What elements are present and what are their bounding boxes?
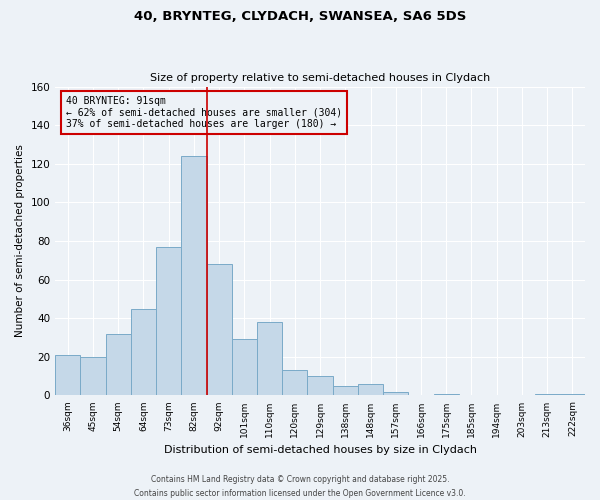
Text: 40, BRYNTEG, CLYDACH, SWANSEA, SA6 5DS: 40, BRYNTEG, CLYDACH, SWANSEA, SA6 5DS [134,10,466,23]
Bar [332,386,358,396]
X-axis label: Distribution of semi-detached houses by size in Clydach: Distribution of semi-detached houses by … [164,445,476,455]
Bar [55,355,80,396]
Title: Size of property relative to semi-detached houses in Clydach: Size of property relative to semi-detach… [150,73,490,83]
Bar [181,156,206,396]
Bar [560,394,585,396]
Text: 40 BRYNTEG: 91sqm
← 62% of semi-detached houses are smaller (304)
37% of semi-de: 40 BRYNTEG: 91sqm ← 62% of semi-detached… [66,96,342,129]
Bar [257,322,282,396]
Bar [535,394,560,396]
Bar [307,376,332,396]
Bar [156,247,181,396]
Bar [358,384,383,396]
Bar [232,340,257,396]
Bar [383,392,409,396]
Bar [434,394,459,396]
Bar [80,357,106,396]
Bar [131,308,156,396]
Bar [206,264,232,396]
Bar [106,334,131,396]
Y-axis label: Number of semi-detached properties: Number of semi-detached properties [15,144,25,338]
Text: Contains HM Land Registry data © Crown copyright and database right 2025.
Contai: Contains HM Land Registry data © Crown c… [134,476,466,498]
Bar [282,370,307,396]
